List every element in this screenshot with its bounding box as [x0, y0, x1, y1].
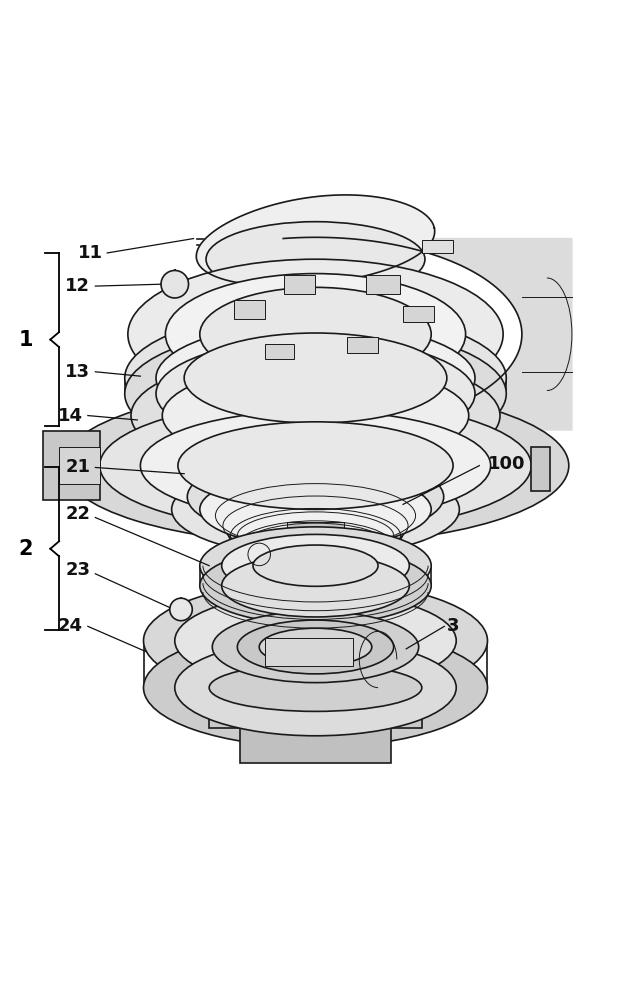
Text: 3: 3	[447, 617, 459, 635]
Ellipse shape	[131, 364, 500, 489]
Polygon shape	[196, 195, 435, 286]
Ellipse shape	[221, 554, 410, 617]
Text: 11: 11	[78, 244, 103, 262]
Ellipse shape	[125, 326, 506, 461]
Ellipse shape	[200, 287, 431, 381]
Ellipse shape	[187, 454, 444, 539]
Text: 100: 100	[488, 455, 525, 473]
Ellipse shape	[143, 581, 488, 700]
Ellipse shape	[200, 527, 431, 604]
Text: 13: 13	[66, 363, 90, 381]
Text: 22: 22	[66, 505, 90, 523]
Ellipse shape	[206, 222, 425, 297]
Ellipse shape	[156, 323, 475, 433]
Polygon shape	[59, 447, 100, 484]
Ellipse shape	[178, 422, 453, 509]
Ellipse shape	[184, 333, 447, 423]
Polygon shape	[531, 447, 550, 491]
Ellipse shape	[221, 534, 410, 597]
Ellipse shape	[259, 628, 372, 666]
Ellipse shape	[237, 620, 394, 674]
Text: 21: 21	[66, 458, 90, 476]
Polygon shape	[234, 300, 266, 319]
Ellipse shape	[162, 364, 469, 467]
Ellipse shape	[172, 462, 459, 556]
Polygon shape	[403, 306, 434, 322]
Ellipse shape	[128, 259, 503, 409]
Ellipse shape	[212, 611, 419, 683]
Text: 14: 14	[58, 407, 83, 425]
Polygon shape	[266, 344, 293, 359]
Polygon shape	[287, 522, 344, 544]
Ellipse shape	[175, 639, 456, 736]
Text: 24: 24	[58, 617, 83, 635]
Polygon shape	[266, 638, 353, 666]
Ellipse shape	[228, 504, 403, 561]
Text: 1: 1	[18, 330, 33, 350]
Ellipse shape	[209, 664, 422, 711]
Text: 23: 23	[66, 561, 90, 579]
Circle shape	[170, 598, 192, 621]
Polygon shape	[209, 688, 422, 728]
Polygon shape	[44, 431, 100, 500]
Ellipse shape	[125, 310, 506, 446]
Circle shape	[161, 270, 189, 298]
Ellipse shape	[143, 628, 488, 747]
Polygon shape	[347, 337, 378, 353]
Ellipse shape	[100, 400, 531, 531]
Polygon shape	[365, 275, 400, 294]
Text: 12: 12	[66, 277, 90, 295]
Ellipse shape	[140, 411, 491, 521]
Polygon shape	[240, 728, 391, 763]
Polygon shape	[422, 240, 453, 253]
Ellipse shape	[156, 339, 475, 449]
Ellipse shape	[253, 545, 378, 586]
Polygon shape	[284, 275, 316, 294]
Ellipse shape	[165, 274, 466, 395]
Polygon shape	[283, 237, 572, 431]
Ellipse shape	[200, 547, 431, 624]
Ellipse shape	[162, 376, 469, 478]
Ellipse shape	[175, 593, 456, 689]
Ellipse shape	[200, 472, 431, 547]
Ellipse shape	[62, 387, 569, 544]
Text: 2: 2	[18, 539, 33, 559]
Ellipse shape	[131, 353, 500, 478]
